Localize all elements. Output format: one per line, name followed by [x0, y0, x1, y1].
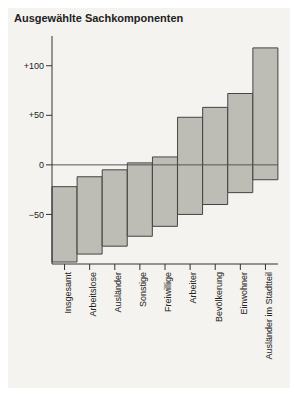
- svg-text:Freiwillige: Freiwillige: [163, 272, 173, 312]
- html-text:Ausgewählte Sachkomponenten: Ausgewählte Sachkomponenten: [14, 12, 184, 24]
- svg-text:Einwohner: Einwohner: [239, 272, 249, 315]
- svg-text:Sonstige: Sonstige: [138, 272, 148, 307]
- svg-text:Insgesamt: Insgesamt: [63, 272, 73, 314]
- svg-text:Ausländer im Stadtteil: Ausländer im Stadtteil: [264, 272, 274, 360]
- svg-text:Arbeiter: Arbeiter: [189, 272, 199, 304]
- svg-text:−50: −50: [29, 210, 44, 220]
- svg-text:Ausländer: Ausländer: [113, 272, 123, 313]
- svg-text:Bevölkerung: Bevölkerung: [214, 272, 224, 322]
- svg-text:0: 0: [39, 160, 44, 170]
- svg-text:+50: +50: [29, 110, 44, 120]
- svg-text:+100: +100: [24, 61, 44, 71]
- svg-text:Arbeitslose: Arbeitslose: [88, 272, 98, 317]
